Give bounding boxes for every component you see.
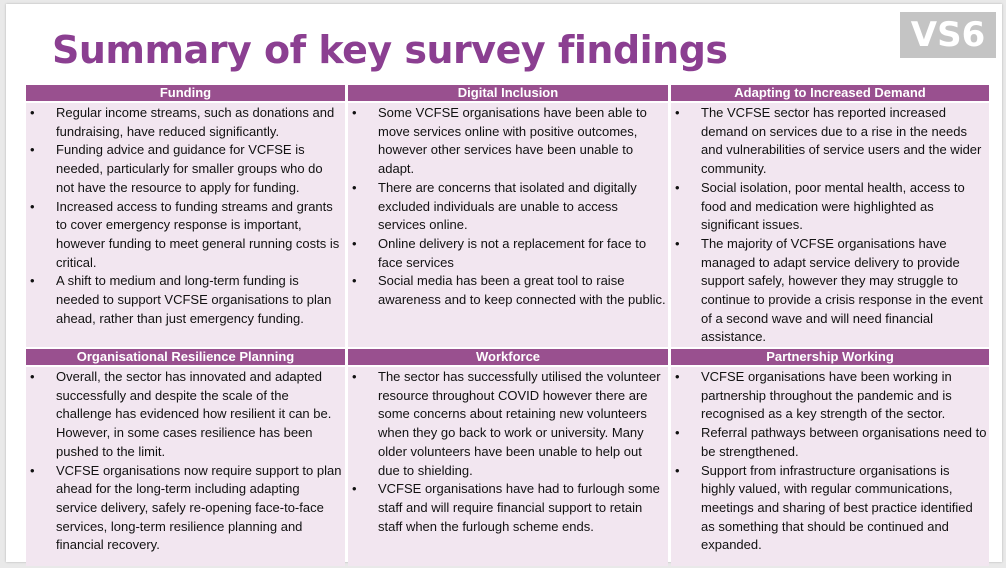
bullet-text: A shift to medium and long-term funding … [56,273,332,326]
bullet-list: • Some VCFSE organisations have been able… [348,103,668,310]
list-item: • VCFSE organisations have had to furloug… [352,481,660,534]
bullet-text: Support from infrastructure organisation… [701,462,973,553]
slide: VS6 Summary of key survey findings Fundi… [6,4,1002,566]
cell-funding: • Regular income streams, such as donatio… [26,103,345,347]
bullet-text: Referral pathways between organisations … [701,425,987,459]
bullet-list: • VCFSE organisations have been working i… [671,367,989,555]
list-item: • VCFSE organisations now require support… [30,462,342,553]
cell-resilience-planning: • Overall, the sector has innovated and a… [26,367,345,566]
list-item: • Overall, the sector has innovated and a… [30,369,332,459]
list-item: • VCFSE organisations have been working i… [675,369,952,422]
header-digital-inclusion: Digital Inclusion [348,85,668,101]
list-item: • The sector has successfully utilised th… [352,369,661,478]
header-partnership-working: Partnership Working [671,349,989,365]
bullet-text: There are concerns that isolated and dig… [378,179,637,233]
bullet-list: • Overall, the sector has innovated and a… [26,367,345,555]
bullet-text: Some VCFSE organisations have been able … [378,105,647,177]
bullet-text: VCFSE organisations now require support … [56,462,342,553]
list-item: • The majority of VCFSE organisations hav… [675,235,983,345]
bullet-list: • The VCFSE sector has reported increased… [671,103,989,347]
bullet-text: VCFSE organisations have had to furlough… [378,481,660,534]
list-item: • Online delivery is not a replacement fo… [352,235,647,270]
findings-table: Funding Digital Inclusion Adapting to In… [26,85,989,566]
header-resilience-planning: Organisational Resilience Planning [26,349,345,365]
bullet-text: Social media has been a great tool to ra… [378,273,666,308]
bullet-text: Online delivery is not a replacement for… [378,235,647,270]
bullet-text: Increased access to funding streams and … [56,198,340,270]
list-item: • Social isolation, poor mental health, a… [675,179,965,233]
list-item: • Referral pathways between organisations… [675,425,987,459]
list-item: • The VCFSE sector has reported increased… [675,105,982,177]
bullet-text: Funding advice and guidance for VCFSE is… [56,142,323,195]
list-item: • A shift to medium and long-term funding… [30,273,332,326]
bullet-text: The majority of VCFSE organisations have… [701,235,983,345]
bullet-list: • The sector has successfully utilised th… [348,367,668,536]
page-title: Summary of key survey findings [52,28,728,72]
cell-partnership-working: • VCFSE organisations have been working i… [671,367,989,566]
list-item: • There are concerns that isolated and di… [352,179,637,233]
bullet-text: VCFSE organisations have been working in… [701,369,952,422]
cell-digital-inclusion: • Some VCFSE organisations have been able… [348,103,668,347]
header-funding: Funding [26,85,345,101]
cell-adapting-demand: • The VCFSE sector has reported increased… [671,103,989,347]
slide-badge: VS6 [900,12,996,58]
bullet-text: Overall, the sector has innovated and ad… [56,369,332,459]
bullet-text: The sector has successfully utilised the… [378,369,661,478]
list-item: • Support from infrastructure organisatio… [675,462,973,553]
list-item: • Increased access to funding streams and… [30,198,340,270]
bullet-list: • Regular income streams, such as donatio… [26,103,345,328]
bullet-text: The VCFSE sector has reported increased … [701,105,982,177]
list-item: • Social media has been a great tool to r… [352,273,666,308]
list-item: • Some VCFSE organisations have been able… [352,105,647,177]
bullet-text: Social isolation, poor mental health, ac… [701,179,965,233]
header-adapting-demand: Adapting to Increased Demand [671,85,989,101]
cell-workforce: • The sector has successfully utilised th… [348,367,668,566]
bullet-text: Regular income streams, such as donation… [56,105,335,139]
list-item: • Funding advice and guidance for VCFSE i… [30,142,323,195]
header-workforce: Workforce [348,349,668,365]
list-item: • Regular income streams, such as donatio… [30,105,335,139]
